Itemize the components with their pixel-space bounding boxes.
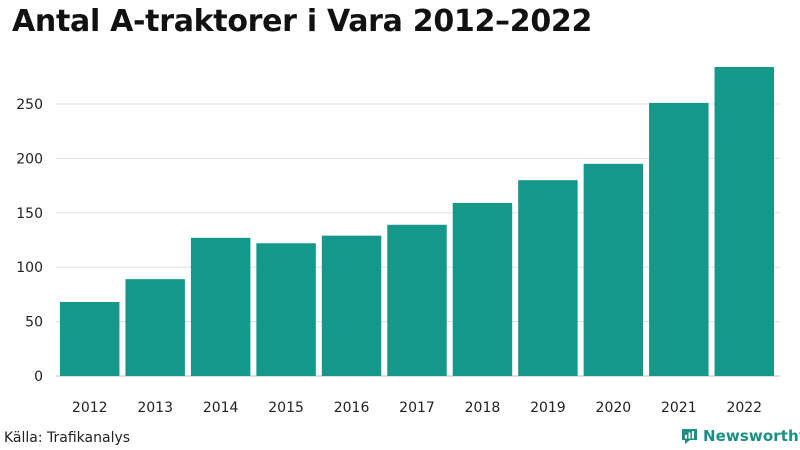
bar (125, 279, 185, 376)
x-tick-label: 2017 (399, 400, 435, 416)
x-tick-label: 2012 (72, 400, 108, 416)
bar (452, 203, 513, 376)
y-tick-label: 250 (16, 97, 43, 113)
x-tick-label: 2021 (661, 400, 697, 416)
brand-name: Newsworthy (703, 427, 800, 445)
y-tick-label: 200 (16, 151, 43, 167)
x-tick-label: 2022 (726, 400, 762, 416)
x-tick-label: 2016 (334, 400, 370, 416)
bar (321, 235, 382, 376)
x-tick-label: 2015 (268, 400, 304, 416)
bar (60, 302, 120, 376)
bar (714, 67, 774, 377)
bar (190, 237, 251, 376)
x-tick-label: 2014 (203, 400, 239, 416)
brand-logo[interactable]: Newsworthy (681, 427, 800, 445)
y-tick-label: 0 (34, 369, 43, 385)
bar (649, 102, 709, 377)
source-label: Källa: Trafikanalys (4, 430, 131, 446)
bar (518, 180, 578, 376)
bar-chart-icon (682, 428, 697, 444)
x-tick-label: 2013 (137, 400, 173, 416)
bar (387, 224, 447, 376)
y-tick-label: 150 (16, 206, 43, 222)
y-tick-label: 100 (16, 260, 43, 276)
x-tick-label: 2020 (596, 400, 632, 416)
bar (583, 163, 644, 376)
x-tick-label: 2018 (465, 400, 501, 416)
y-tick-label: 50 (25, 315, 43, 331)
chart-title: Antal A-traktorer i Vara 2012–2022 (12, 4, 593, 39)
x-tick-label: 2019 (530, 400, 566, 416)
bar (256, 243, 316, 376)
